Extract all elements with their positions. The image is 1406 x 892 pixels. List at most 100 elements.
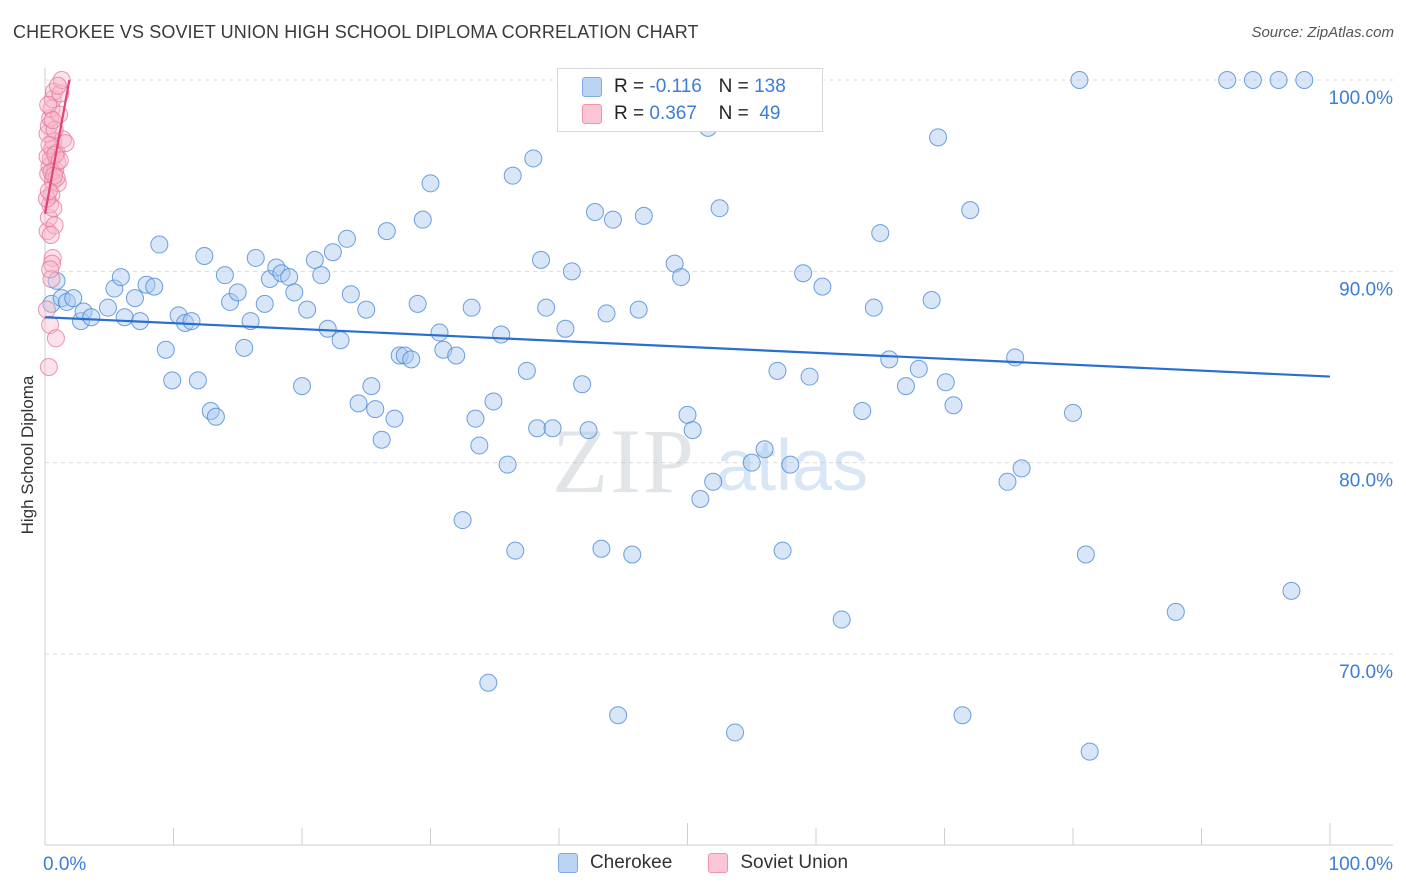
cherokee-point xyxy=(479,673,498,692)
soviet-union-point xyxy=(39,358,58,376)
legend-row-soviet: R = 0.367 N = 49 xyxy=(582,102,780,126)
cherokee-point xyxy=(864,298,883,317)
cherokee-point xyxy=(592,539,611,558)
cherokee-point xyxy=(318,319,337,338)
cherokee-point xyxy=(312,266,331,285)
gridlines xyxy=(45,79,1393,655)
cherokee-point xyxy=(909,359,928,378)
cherokee-legend-label: Cherokee xyxy=(589,852,673,873)
y-tick-label: 100.0% xyxy=(1329,88,1394,109)
cherokee-point xyxy=(579,421,598,440)
cherokee-point xyxy=(366,400,385,419)
soviet-union-point xyxy=(48,76,67,95)
cherokee-point xyxy=(672,268,691,287)
cherokee-r-value: -0.116 xyxy=(649,76,702,97)
n-label: N = xyxy=(718,103,749,124)
cherokee-point xyxy=(341,285,360,304)
soviet-legend-label: Soviet Union xyxy=(740,852,849,873)
cherokee-point xyxy=(453,511,472,530)
cherokee-point xyxy=(150,235,169,254)
cherokee-point xyxy=(562,262,581,281)
cherokee-point xyxy=(556,319,575,338)
cherokee-point xyxy=(125,289,144,308)
cherokee-point xyxy=(1295,71,1314,89)
cherokee-point xyxy=(466,409,485,428)
cherokee-point xyxy=(255,294,274,313)
cherokee-point xyxy=(82,308,101,327)
soviet-legend-swatch xyxy=(708,853,729,873)
x-tick-label-min: 0.0% xyxy=(43,854,86,875)
cherokee-point xyxy=(413,210,432,229)
cherokee-point xyxy=(704,472,723,491)
soviet-union-point xyxy=(43,248,62,267)
cherokee-point xyxy=(260,269,279,288)
cherokee-n-value: 138 xyxy=(754,76,786,97)
cherokee-point xyxy=(228,283,247,302)
y-tick-label: 70.0% xyxy=(1339,662,1393,683)
y-tick-label: 90.0% xyxy=(1339,279,1393,300)
cherokee-point xyxy=(280,268,299,287)
cherokee-point xyxy=(710,199,729,218)
cherokee-point xyxy=(506,541,525,560)
cherokee-point xyxy=(137,275,156,294)
cherokee-point xyxy=(1080,742,1099,761)
cherokee-point xyxy=(390,346,409,365)
cherokee-point xyxy=(111,268,130,287)
cherokee-point xyxy=(430,323,449,342)
cherokee-point xyxy=(1012,459,1031,478)
cherokee-point xyxy=(337,229,356,248)
legend-item-soviet-union: Soviet Union xyxy=(708,852,848,874)
cherokee-point xyxy=(163,371,182,390)
cherokee-point xyxy=(357,300,376,319)
cherokee-points xyxy=(42,71,1314,761)
soviet-swatch xyxy=(582,104,602,124)
cherokee-point xyxy=(597,304,616,323)
cherokee-point xyxy=(408,294,427,313)
x-tick-label-max: 100.0% xyxy=(1329,854,1394,875)
cherokee-point xyxy=(573,375,592,394)
source-label: Source: ZipAtlas.com xyxy=(1251,24,1394,41)
cherokee-point xyxy=(305,250,324,269)
cherokee-point xyxy=(794,264,813,283)
cherokee-point xyxy=(1166,602,1185,621)
cherokee-point xyxy=(961,201,980,220)
cherokee-point xyxy=(498,455,517,474)
cherokee-point xyxy=(182,312,201,331)
cherokee-point xyxy=(285,283,304,302)
cherokee-point xyxy=(1282,581,1301,600)
trend-lines xyxy=(43,79,1331,378)
cherokee-point xyxy=(603,210,622,229)
cherokee-point xyxy=(362,377,381,396)
cherokee-trend-line xyxy=(44,316,1331,378)
cherokee-point xyxy=(215,266,234,285)
cherokee-point xyxy=(609,706,628,725)
cherokee-point xyxy=(1064,403,1082,422)
cherokee-point xyxy=(543,419,562,438)
cherokee-point xyxy=(293,377,311,396)
cherokee-point xyxy=(267,258,286,277)
cherokee-point xyxy=(377,222,396,241)
cherokee-point xyxy=(470,436,489,455)
watermark: ZIP atlas xyxy=(552,410,868,512)
soviet-union-point xyxy=(42,269,61,288)
cherokee-point xyxy=(629,300,648,319)
cherokee-point xyxy=(585,203,604,222)
y-axis-label: High School Diploma xyxy=(18,375,37,535)
cherokee-point xyxy=(98,298,117,317)
soviet-union-trend-line xyxy=(43,79,71,215)
cherokee-point xyxy=(742,453,761,472)
cherokee-point xyxy=(726,723,745,742)
cherokee-point xyxy=(145,277,164,296)
cherokee-point xyxy=(853,402,872,421)
cherokee-point xyxy=(1076,545,1095,564)
watermark-atlas: atlas xyxy=(716,426,868,506)
cherokee-point xyxy=(929,128,948,147)
cherokee-point xyxy=(385,409,404,428)
cherokee-point xyxy=(944,396,963,415)
cherokee-point xyxy=(683,421,702,440)
r-label: R = xyxy=(614,76,645,97)
cherokee-point xyxy=(323,243,342,262)
tick-labels: 70.0% 80.0% 90.0% 100.0% 0.0% 100.0% xyxy=(43,88,1393,875)
cherokee-point xyxy=(64,289,83,308)
